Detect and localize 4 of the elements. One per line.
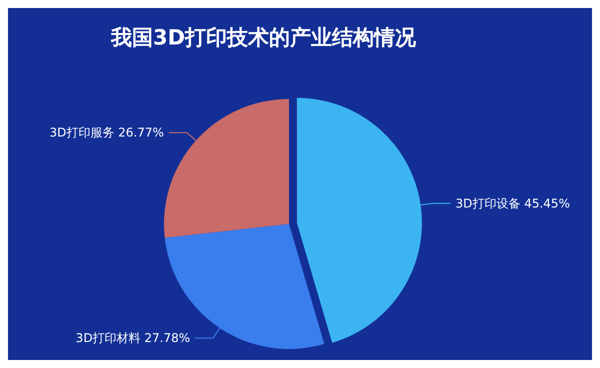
slice-label: 3D打印服务 26.77% xyxy=(49,126,164,140)
slice-label: 3D打印设备 45.45% xyxy=(456,196,570,210)
chart-title: 我国3D打印技术的产业结构情况 xyxy=(110,26,418,50)
slice-label: 3D打印材料 27.78% xyxy=(76,331,190,346)
